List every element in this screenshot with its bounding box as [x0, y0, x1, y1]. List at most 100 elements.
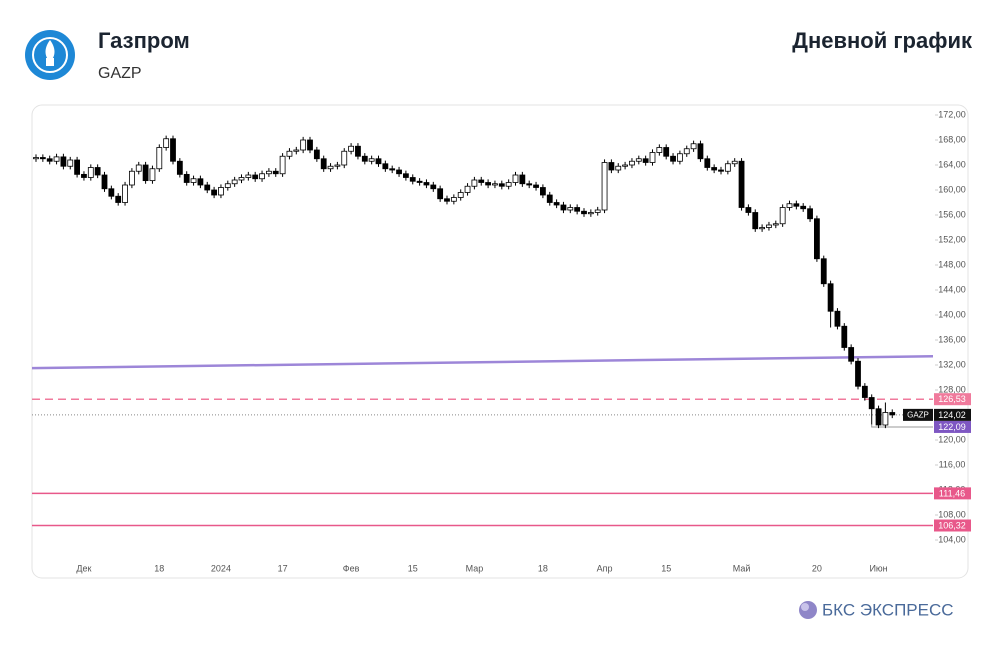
y-tick-label: 152,00: [938, 234, 966, 244]
candle-body: [485, 182, 492, 186]
candle-body: [731, 160, 738, 165]
candle-body: [149, 168, 156, 182]
candle-body: [519, 174, 526, 185]
candle-body: [560, 204, 567, 211]
candle-body: [416, 180, 423, 183]
candle-body: [355, 145, 361, 157]
candle-body: [587, 212, 594, 215]
candle-body: [546, 194, 553, 203]
candle-body: [348, 145, 355, 152]
x-tick-label: 15: [408, 563, 418, 573]
candle-body: [526, 183, 533, 186]
chart-title: Дневной график: [792, 28, 973, 53]
candle-body: [176, 160, 183, 175]
candle-body: [766, 224, 772, 228]
candle-body: [656, 147, 663, 153]
candle-body: [368, 158, 375, 162]
candle-body: [820, 258, 827, 285]
candle-body: [293, 149, 300, 152]
level-label: 106,32: [938, 520, 966, 530]
candle-body: [265, 170, 272, 175]
candle-body: [279, 155, 286, 175]
candle-body: [409, 177, 416, 182]
candle-body: [786, 203, 793, 208]
candle-body: [649, 152, 656, 163]
candle-body: [464, 185, 471, 193]
candle-body: [635, 158, 642, 162]
candle-body: [855, 360, 861, 387]
candle-body: [156, 147, 163, 170]
candle-body: [122, 184, 128, 203]
candle-body: [827, 283, 834, 312]
candle-body: [601, 162, 608, 211]
candle-body: [553, 202, 560, 206]
candle-body: [505, 182, 512, 187]
candle-body: [677, 153, 683, 162]
candle-body: [375, 158, 382, 165]
candle-body: [533, 184, 539, 188]
x-tick-label: 15: [661, 563, 671, 573]
x-tick-label: 20: [812, 563, 822, 573]
candle-body: [724, 163, 731, 172]
y-tick-label: 136,00: [938, 334, 966, 344]
y-tick-label: 164,00: [938, 159, 966, 169]
candle-body: [341, 150, 348, 166]
candle-body: [807, 208, 813, 220]
candle-body: [197, 178, 204, 186]
level-label-bg: [934, 487, 971, 500]
candle-body: [718, 169, 724, 172]
y-tick-label: 144,00: [938, 284, 966, 294]
x-tick-label: Мар: [466, 563, 484, 573]
candle-body: [779, 207, 786, 225]
candle-body: [170, 138, 176, 162]
candle-body: [53, 156, 60, 162]
candle-body: [848, 347, 855, 362]
logo: [25, 30, 75, 80]
candle-body: [752, 212, 759, 230]
candle-body: [683, 148, 690, 155]
candle-body: [190, 178, 197, 183]
candle-body: [238, 177, 245, 181]
candle-body: [313, 149, 320, 160]
candle-body: [437, 188, 444, 200]
candle-body: [67, 159, 74, 167]
candle-body: [94, 167, 101, 176]
candle-body: [128, 170, 135, 186]
company-name: Газпром: [98, 28, 190, 53]
x-tick-label: 2024: [211, 563, 231, 573]
chart-card: [31, 104, 969, 579]
y-tick-label: 148,00: [938, 259, 966, 269]
y-tick-label: 120,00: [938, 434, 966, 444]
x-tick-label: 17: [278, 563, 288, 573]
y-tick-label: 128,00: [938, 384, 966, 394]
candle-body: [540, 187, 546, 196]
y-tick-label: 116,00: [939, 459, 966, 469]
candle-body: [252, 174, 259, 180]
candle-body: [334, 164, 341, 167]
candle-body: [430, 184, 437, 190]
level-label: 111,46: [939, 488, 965, 498]
candle-body: [642, 158, 649, 163]
candle-body: [608, 162, 615, 171]
candle-body: [457, 192, 464, 198]
candle-body: [882, 412, 889, 426]
candle-body: [492, 183, 498, 186]
candle-body: [87, 167, 94, 178]
candle-body: [498, 183, 505, 187]
candle-body: [834, 310, 841, 327]
candle-body: [115, 195, 122, 203]
candle-body: [615, 165, 622, 171]
candle-body: [861, 385, 868, 398]
y-tick-label: 160,00: [938, 184, 966, 194]
candle-body: [697, 143, 704, 160]
y-tick-label: 132,00: [938, 359, 966, 369]
candle-body: [738, 160, 745, 208]
candle-body: [224, 183, 231, 188]
candle-body: [39, 157, 46, 160]
candle-body: [382, 163, 389, 170]
candle-body: [320, 158, 327, 170]
candle-body: [574, 207, 581, 212]
candle-body: [389, 168, 396, 171]
level-label-bg: [934, 420, 971, 433]
